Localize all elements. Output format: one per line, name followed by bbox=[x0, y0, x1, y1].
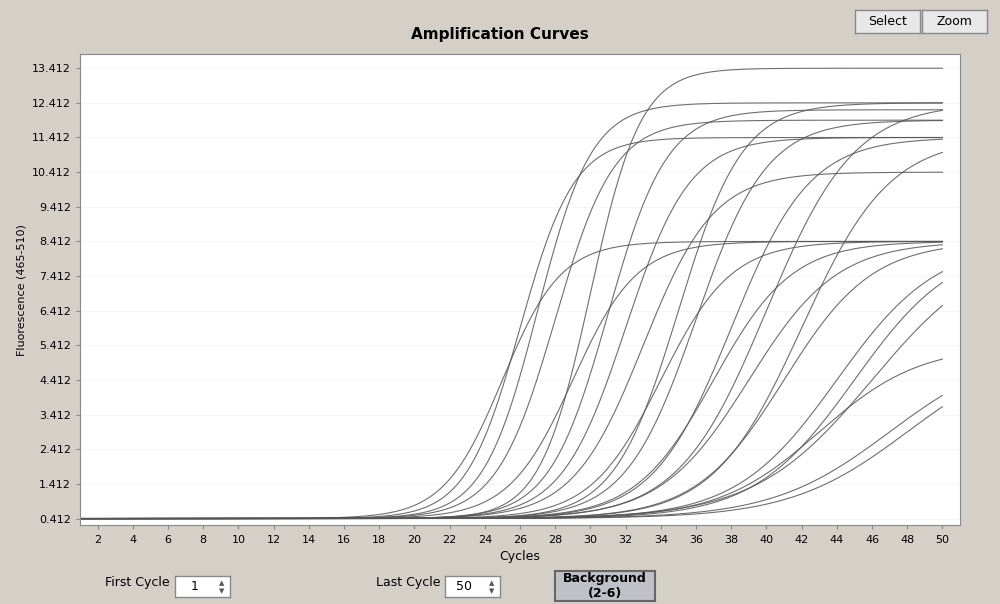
Text: Last Cycle: Last Cycle bbox=[376, 576, 440, 590]
Text: Select: Select bbox=[868, 15, 907, 28]
Text: ▲: ▲ bbox=[219, 580, 224, 586]
Text: ▲: ▲ bbox=[489, 580, 494, 586]
Text: Amplification Curves: Amplification Curves bbox=[411, 27, 589, 42]
Text: ▼: ▼ bbox=[219, 588, 224, 594]
Text: 1: 1 bbox=[190, 580, 198, 593]
Text: First Cycle: First Cycle bbox=[105, 576, 170, 590]
Text: Background
(2-6): Background (2-6) bbox=[563, 572, 647, 600]
Text: ▼: ▼ bbox=[489, 588, 494, 594]
Y-axis label: Fluorescence (465-510): Fluorescence (465-510) bbox=[16, 224, 26, 356]
Text: Zoom: Zoom bbox=[937, 15, 972, 28]
Text: 50: 50 bbox=[456, 580, 472, 593]
X-axis label: Cycles: Cycles bbox=[500, 550, 540, 563]
